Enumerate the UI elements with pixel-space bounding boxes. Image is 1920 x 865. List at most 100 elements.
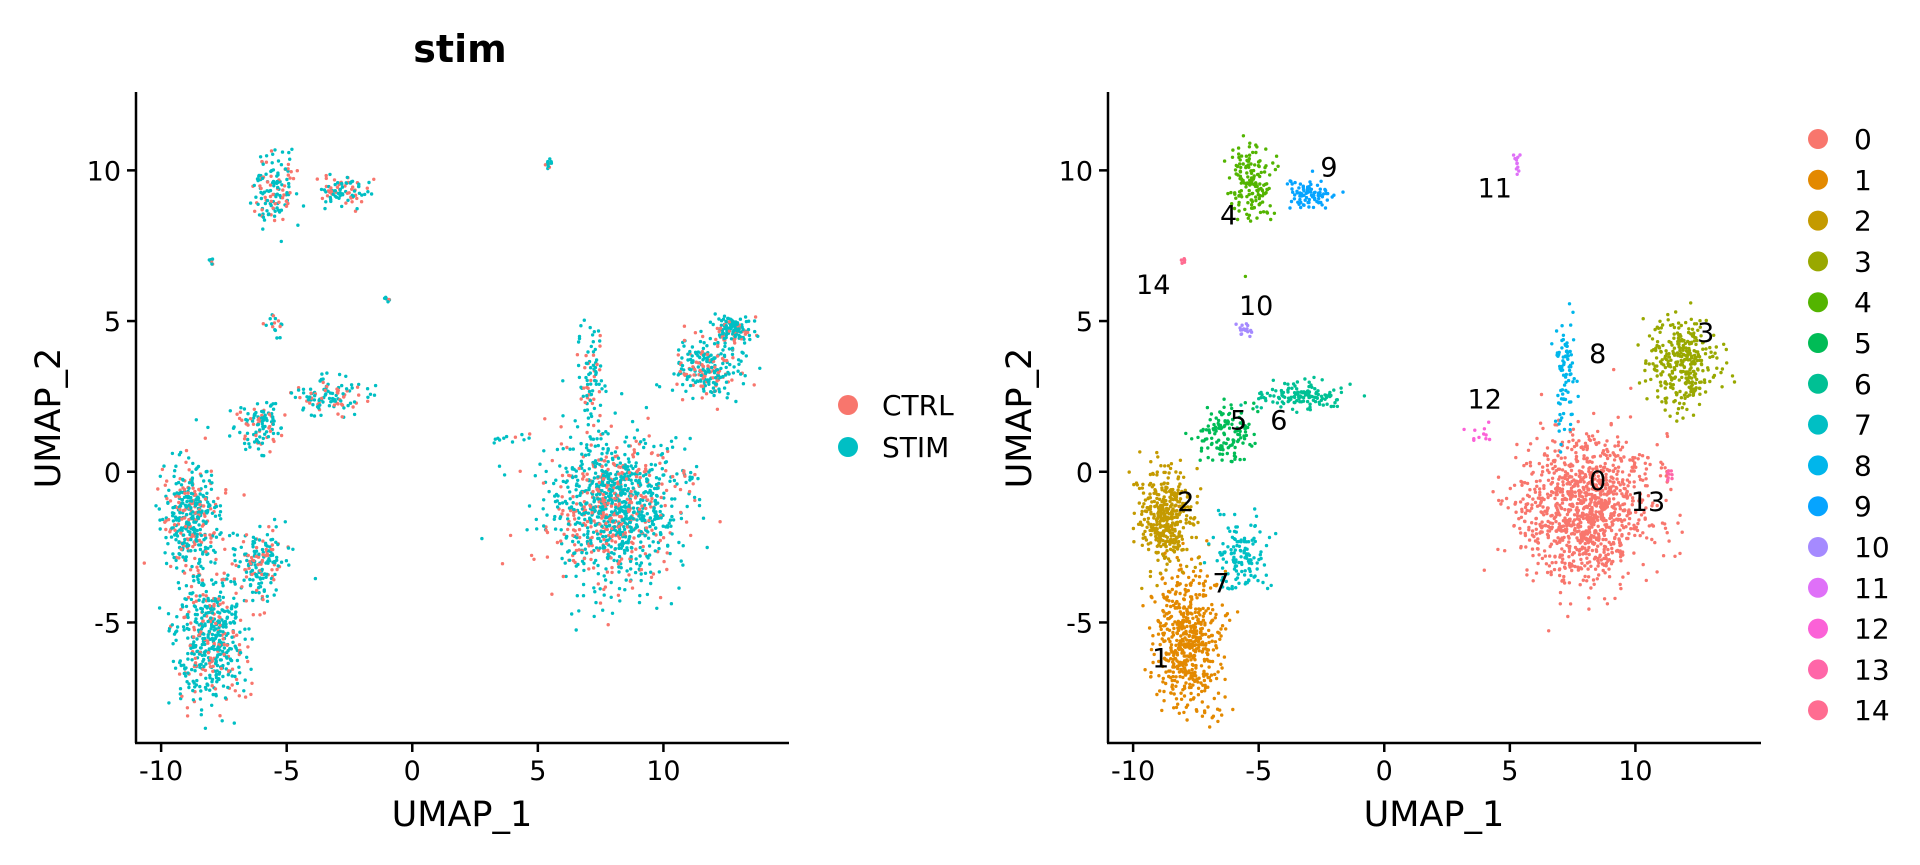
data-point: [239, 545, 243, 549]
data-point: [250, 419, 255, 423]
data-point: [1676, 521, 1680, 525]
data-point: [228, 409, 232, 413]
data-point: [1554, 560, 1558, 565]
data-point: [602, 530, 606, 534]
data-point: [1189, 658, 1193, 662]
data-point: [254, 574, 258, 578]
data-point: [350, 187, 354, 191]
data-point: [327, 189, 331, 193]
data-point: [568, 435, 573, 439]
data-point: [691, 360, 695, 364]
data-point: [1639, 513, 1644, 517]
data-point: [1587, 469, 1591, 474]
data-point: [1632, 523, 1636, 527]
data-point: [206, 425, 210, 430]
data-point: [1173, 649, 1178, 653]
data-point: [601, 544, 605, 548]
data-point: [271, 422, 275, 426]
data-point: [355, 196, 359, 201]
data-point: [338, 194, 342, 198]
data-point: [627, 470, 631, 475]
data-point: [1200, 700, 1205, 704]
data-point: [1194, 574, 1198, 578]
data-point: [591, 479, 595, 484]
data-point: [180, 603, 184, 607]
data-point: [665, 551, 669, 555]
data-point: [561, 508, 565, 513]
data-point: [1178, 643, 1182, 647]
data-point: [1587, 552, 1591, 557]
data-point: [254, 433, 258, 438]
data-point: [204, 662, 208, 666]
data-point: [741, 382, 746, 386]
data-point: [226, 661, 230, 666]
data-point: [570, 612, 574, 616]
data-point: [1598, 528, 1603, 532]
data-point: [571, 475, 575, 480]
data-point: [715, 368, 720, 372]
data-point: [1601, 451, 1605, 455]
data-point: [203, 545, 208, 550]
data-point: [216, 496, 220, 500]
data-point: [1584, 498, 1588, 502]
data-point: [233, 674, 237, 679]
data-point: [170, 623, 174, 627]
data-point: [593, 444, 597, 448]
data-point: [566, 550, 570, 554]
data-point: [566, 517, 570, 521]
data-point: [1598, 464, 1603, 468]
data-point: [713, 312, 717, 316]
data-point: [628, 559, 633, 564]
data-point: [720, 356, 725, 361]
data-point: [1199, 642, 1203, 647]
data-point: [571, 501, 575, 505]
data-point: [183, 537, 187, 542]
data-point: [587, 567, 591, 571]
data-point: [564, 466, 568, 470]
data-point: [1673, 554, 1677, 558]
data-point: [1525, 568, 1529, 572]
data-point: [179, 531, 183, 535]
data-point: [191, 600, 196, 605]
data-point: [1536, 496, 1541, 500]
data-point: [594, 358, 599, 362]
data-point: [265, 400, 269, 405]
data-point: [1149, 675, 1153, 679]
data-point: [661, 456, 665, 460]
data-point: [202, 657, 206, 662]
data-point: [619, 515, 623, 519]
data-point: [313, 394, 317, 398]
data-point: [262, 588, 266, 592]
data-point: [274, 525, 278, 529]
data-point: [1595, 536, 1599, 540]
data-point: [171, 506, 175, 510]
data-point: [1625, 489, 1629, 494]
data-point: [644, 463, 648, 468]
data-point: [218, 648, 222, 652]
data-point: [610, 488, 615, 493]
data-point: [596, 475, 600, 479]
data-point: [601, 511, 605, 515]
data-point: [545, 513, 549, 517]
data-point: [1203, 593, 1208, 598]
data-point: [725, 358, 729, 363]
data-point: [649, 570, 653, 574]
data-point: [599, 379, 604, 383]
data-point: [332, 178, 337, 182]
data-point: [1202, 669, 1206, 673]
data-point: [1590, 541, 1595, 545]
data-point: [262, 415, 267, 420]
data-point: [709, 390, 713, 394]
data-point: [575, 594, 579, 598]
data-point: [1223, 695, 1227, 699]
data-point: [574, 574, 578, 578]
data-point: [181, 625, 186, 629]
data-point: [199, 627, 204, 631]
data-point: [607, 533, 611, 538]
data-point: [684, 520, 689, 524]
data-point: [1623, 508, 1627, 512]
data-point: [195, 528, 199, 533]
data-point: [604, 515, 608, 519]
data-point: [650, 451, 654, 455]
data-point: [230, 635, 234, 639]
